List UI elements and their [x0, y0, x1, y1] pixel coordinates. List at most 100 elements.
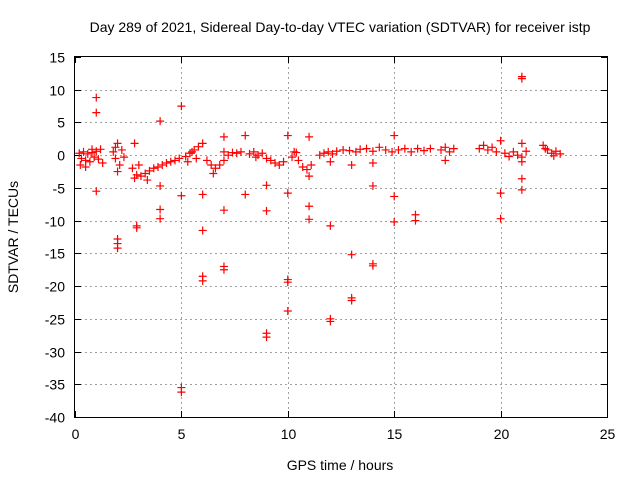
- data-point: [83, 149, 92, 158]
- data-point: [332, 147, 341, 156]
- data-point: [183, 157, 192, 166]
- data-point: [441, 143, 450, 152]
- data-point: [368, 261, 377, 270]
- data-point: [177, 388, 186, 397]
- data-point: [262, 181, 271, 190]
- data-point: [305, 132, 314, 141]
- data-point: [209, 169, 218, 178]
- data-point: [426, 144, 435, 153]
- data-point: [496, 214, 505, 223]
- y-tick-label: -5: [53, 181, 66, 197]
- data-point: [290, 147, 299, 156]
- data-point: [90, 153, 99, 162]
- data-point: [115, 161, 124, 169]
- data-point: [288, 153, 297, 162]
- data-point: [219, 147, 228, 156]
- data-point: [245, 149, 254, 158]
- data-point: [324, 147, 333, 156]
- data-point: [111, 154, 120, 163]
- data-point: [351, 147, 360, 156]
- data-point: [143, 176, 152, 185]
- data-point: [411, 216, 420, 225]
- data-point: [302, 165, 311, 174]
- data-point: [517, 157, 526, 166]
- data-point: [283, 306, 292, 315]
- data-point: [219, 206, 228, 215]
- data-point: [145, 166, 154, 175]
- data-point: [119, 153, 128, 162]
- y-tick-label: 15: [49, 50, 65, 66]
- data-point: [96, 145, 105, 154]
- data-point: [92, 108, 101, 117]
- data-point: [177, 102, 186, 111]
- data-point: [305, 202, 314, 211]
- data-point: [211, 164, 220, 173]
- data-point: [315, 151, 324, 160]
- data-point: [298, 162, 307, 171]
- data-point: [492, 147, 501, 156]
- data-point: [437, 145, 446, 154]
- data-point: [283, 189, 292, 198]
- data-point: [188, 147, 197, 156]
- x-axis-label: GPS time / hours: [287, 457, 394, 473]
- data-point: [419, 146, 428, 155]
- data-point: [345, 146, 354, 155]
- x-tick-label: 10: [281, 426, 297, 442]
- data-point: [413, 144, 422, 153]
- data-point: [271, 159, 280, 168]
- data-point: [305, 172, 314, 181]
- data-point: [266, 156, 275, 165]
- data-point: [262, 333, 271, 342]
- data-point: [92, 147, 101, 156]
- data-point: [198, 139, 207, 148]
- data-point: [305, 215, 314, 224]
- data-point: [475, 144, 484, 153]
- data-point: [198, 190, 207, 199]
- data-point: [488, 143, 497, 152]
- data-point: [326, 221, 335, 230]
- data-point: [149, 164, 158, 173]
- data-point: [390, 131, 399, 140]
- y-tick-label: -35: [45, 377, 65, 393]
- data-point: [449, 144, 458, 153]
- data-point: [388, 147, 397, 156]
- data-point: [368, 147, 377, 156]
- data-point: [117, 145, 126, 154]
- data-point: [368, 181, 377, 190]
- data-point: [551, 147, 560, 156]
- data-point: [326, 317, 335, 326]
- data-point: [198, 276, 207, 285]
- y-tick-label: 0: [57, 148, 65, 164]
- data-point: [132, 170, 141, 179]
- data-point: [517, 174, 526, 183]
- data-point: [407, 147, 416, 156]
- chart-title: Day 289 of 2021, Sidereal Day-to-day VTE…: [90, 19, 591, 35]
- data-point: [153, 162, 162, 171]
- data-point: [75, 149, 84, 158]
- data-point: [136, 172, 145, 181]
- data-point: [79, 147, 88, 156]
- data-point: [130, 139, 139, 148]
- data-point: [177, 191, 186, 200]
- data-point: [275, 161, 284, 169]
- data-point: [141, 169, 150, 178]
- data-point: [111, 143, 120, 152]
- data-point: [98, 159, 107, 168]
- data-point: [262, 206, 271, 215]
- y-tick-label: -10: [45, 214, 65, 230]
- data-point: [77, 154, 86, 163]
- axis-ticks: 0 5 10 15 20 25 15 10 5 0 -5 -10 -15 -20 -25 -30 -35 -40: [45, 50, 616, 443]
- grid: [75, 57, 607, 417]
- data-point: [88, 145, 97, 154]
- data-point: [171, 156, 180, 165]
- data-point: [294, 156, 303, 165]
- data-point: [390, 192, 399, 201]
- data-point: [292, 148, 301, 157]
- data-point: [236, 147, 245, 156]
- data-point: [541, 144, 550, 153]
- y-tick-label: -25: [45, 312, 65, 328]
- data-point: [400, 144, 409, 153]
- data-point: [556, 149, 565, 158]
- data-point: [166, 157, 175, 166]
